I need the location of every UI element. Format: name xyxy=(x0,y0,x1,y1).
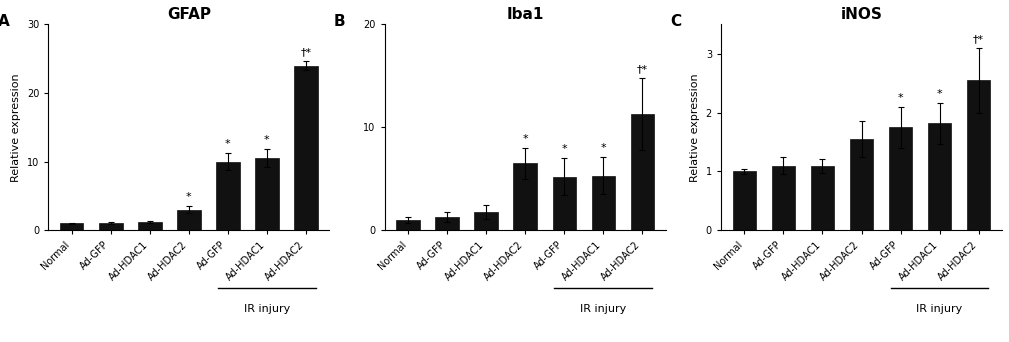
Bar xyxy=(850,139,873,230)
Bar xyxy=(397,220,420,230)
Bar xyxy=(255,158,278,230)
Text: *: * xyxy=(600,143,606,153)
Bar xyxy=(474,212,497,230)
Bar xyxy=(99,223,122,230)
Y-axis label: Relative expression: Relative expression xyxy=(11,73,21,182)
Text: *: * xyxy=(523,134,528,144)
Text: *: * xyxy=(561,144,567,154)
Text: IR injury: IR injury xyxy=(916,304,963,314)
Bar xyxy=(889,127,912,230)
Text: *: * xyxy=(186,192,192,202)
Bar xyxy=(928,123,951,230)
Title: iNOS: iNOS xyxy=(840,7,883,22)
Text: C: C xyxy=(670,14,681,29)
Y-axis label: Relative expression: Relative expression xyxy=(690,73,700,182)
Text: †*: †* xyxy=(301,47,312,57)
Bar xyxy=(967,80,991,230)
Bar xyxy=(436,217,459,230)
Bar xyxy=(811,166,834,230)
Title: GFAP: GFAP xyxy=(166,7,211,22)
Bar xyxy=(733,171,756,230)
Text: *: * xyxy=(936,89,942,98)
Text: †*: †* xyxy=(973,34,984,44)
Bar xyxy=(216,162,239,230)
Text: †*: †* xyxy=(637,64,648,74)
Text: IR injury: IR injury xyxy=(244,304,290,314)
Bar xyxy=(138,222,161,230)
Bar xyxy=(61,223,84,230)
Bar xyxy=(631,114,654,230)
Text: *: * xyxy=(264,135,269,145)
Title: Iba1: Iba1 xyxy=(507,7,544,22)
Text: B: B xyxy=(334,14,346,29)
Bar xyxy=(553,177,576,230)
Bar xyxy=(295,66,318,230)
Text: *: * xyxy=(898,93,903,103)
Text: *: * xyxy=(225,139,231,149)
Text: IR injury: IR injury xyxy=(580,304,627,314)
Bar xyxy=(178,210,201,230)
Bar xyxy=(591,176,614,230)
Text: A: A xyxy=(0,14,9,29)
Bar xyxy=(514,163,537,230)
Bar xyxy=(772,166,795,230)
